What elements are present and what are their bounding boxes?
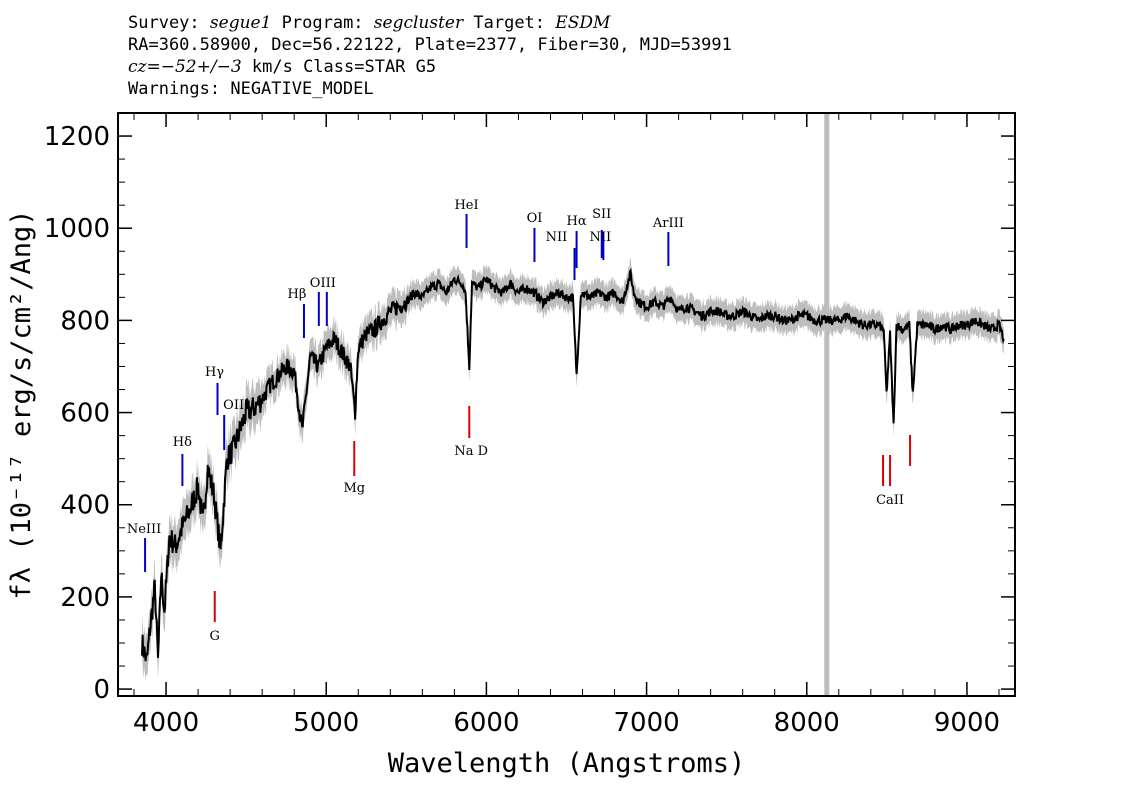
x-tick-label: 5000: [293, 708, 359, 738]
spectral-line-label: Mg: [343, 481, 365, 496]
spectral-line-label: OIII: [310, 276, 336, 291]
program-label: Program:: [281, 13, 364, 33]
x-tick-label: 6000: [453, 708, 519, 738]
survey-value: segue1: [209, 13, 272, 33]
x-tick-label: 8000: [774, 708, 840, 738]
x-tick-label: 7000: [614, 708, 680, 738]
spectral-line-label: ArIII: [652, 216, 684, 231]
flux-series-line: [141, 267, 1005, 662]
spectral-line-label: OI: [527, 211, 543, 226]
target-label: Target:: [473, 13, 546, 33]
spectral-line-label: Hβ: [288, 287, 307, 302]
flux-layer: [141, 267, 1005, 662]
x-tick-label: 9000: [934, 708, 1000, 738]
plot-frame: [117, 112, 1016, 697]
y-tick-label: 0: [93, 675, 110, 705]
spectral-line-label: SII: [592, 207, 611, 222]
class-line: km/s Class=STAR G5: [251, 57, 437, 77]
spectral-line-label: Hα: [567, 214, 587, 229]
y-tick-label: 400: [60, 491, 110, 521]
spectral-line-label: NII: [546, 230, 568, 245]
y-tick-label: 1000: [44, 214, 110, 244]
y-tick-label: 800: [60, 306, 110, 336]
survey-label: Survey:: [128, 13, 200, 33]
spectral-line-label: NeIII: [127, 522, 161, 537]
y-tick-label: 200: [60, 583, 110, 613]
program-value: segcluster: [373, 13, 464, 33]
x-axis-title: Wavelength (Angstroms): [388, 748, 746, 779]
spectral-line-label: G: [210, 629, 220, 644]
y-tick-label: 1200: [44, 122, 110, 152]
spectral-line-label: Hγ: [205, 365, 224, 380]
redshift-value: cz=−52+/−3: [128, 57, 242, 77]
spectral-line-label: HeI: [454, 198, 478, 213]
axis-tick-layer: 4000 5000 6000 7000 8000 9000 0 200 400 600 800 100…: [44, 113, 1015, 738]
x-tick-label: 4000: [133, 708, 199, 738]
spectral-line-label: CaII: [876, 493, 904, 508]
coordinates-line: RA=360.58900, Dec=56.22122, Plate=2377, …: [128, 35, 732, 55]
target-value: ESDM: [555, 13, 611, 33]
y-tick-label: 600: [60, 399, 110, 429]
spectral-line-label: NII: [590, 230, 612, 245]
spectral-line-label: Na D: [454, 444, 488, 459]
spectral-line-label: Hδ: [173, 435, 192, 450]
warnings-line: Warnings: NEGATIVE_MODEL: [128, 79, 374, 99]
y-axis-title: fλ (10⁻¹⁷ erg/s/cm²/Ang): [6, 209, 37, 599]
spectrum-header: Survey: segue1 Program: segcluster Targe…: [128, 12, 732, 100]
spectral-line-label: OIII: [223, 398, 249, 413]
